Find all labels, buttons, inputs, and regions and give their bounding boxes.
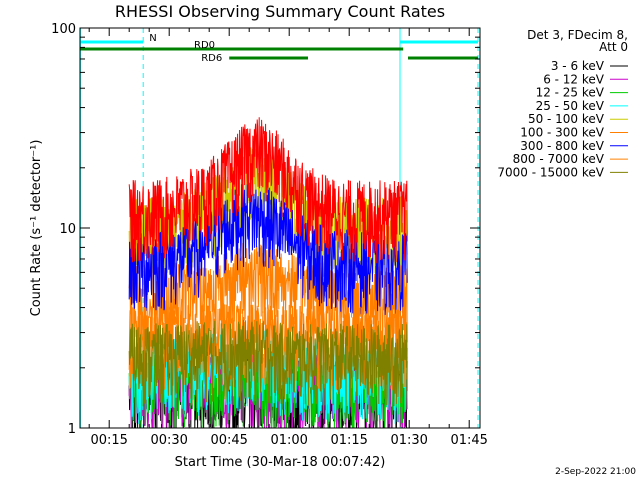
x-axis-label: Start Time (30-Mar-18 00:07:42) xyxy=(175,455,386,470)
legend-label: 3 - 6 keV xyxy=(551,59,605,73)
y-tick-label: 10 xyxy=(59,222,76,237)
legend-label: 800 - 7000 keV xyxy=(513,152,605,166)
x-tick-label: 00:15 xyxy=(90,433,127,448)
y-axis-label: Count Rate (s⁻¹ detector⁻¹) xyxy=(29,140,44,317)
series-line-300-800-kev xyxy=(128,182,408,318)
legend-label: 25 - 50 keV xyxy=(536,99,605,113)
plot-area: N RD0 RD6 xyxy=(80,28,479,428)
annotation-label-rd6: RD6 xyxy=(201,53,222,64)
legend-label: 12 - 25 keV xyxy=(536,86,605,100)
x-tick-label: 01:45 xyxy=(450,433,487,448)
chart-title: RHESSI Observing Summary Count Rates xyxy=(115,2,445,21)
y-tick-label: 1 xyxy=(68,422,76,437)
legend-header-line-1: Det 3, FDecim 8, xyxy=(527,28,628,42)
annotation-label-n: N xyxy=(149,33,156,44)
x-tick-label: 00:30 xyxy=(150,433,187,448)
footer-date: 2-Sep-2022 21:00 xyxy=(555,467,636,477)
axes: 00:15 00:30 00:45 01:00 01:15 01:30 01:45 1 10 10… xyxy=(51,22,488,448)
legend-label: 6 - 12 keV xyxy=(543,72,605,86)
annotation-label-rd0: RD0 xyxy=(194,40,215,51)
legend-label: 50 - 100 keV xyxy=(528,112,605,126)
legend-header-line-2: Att 0 xyxy=(599,40,628,54)
series-line-800-7000-kev xyxy=(128,301,408,391)
plot-clip-group: N RD0 RD6 xyxy=(80,28,479,428)
x-tick-label: 01:00 xyxy=(270,433,307,448)
series-line-7000-15000-kev xyxy=(128,319,408,408)
legend-label: 300 - 800 keV xyxy=(520,139,604,153)
x-tick-label: 01:15 xyxy=(330,433,367,448)
y-tick-label: 100 xyxy=(51,22,76,37)
series-line-total-9 xyxy=(128,117,408,264)
legend-label: 100 - 300 keV xyxy=(520,126,604,140)
x-tick-label: 00:45 xyxy=(210,433,247,448)
x-tick-label: 01:30 xyxy=(390,433,427,448)
legend-label: 7000 - 15000 keV xyxy=(497,165,604,179)
